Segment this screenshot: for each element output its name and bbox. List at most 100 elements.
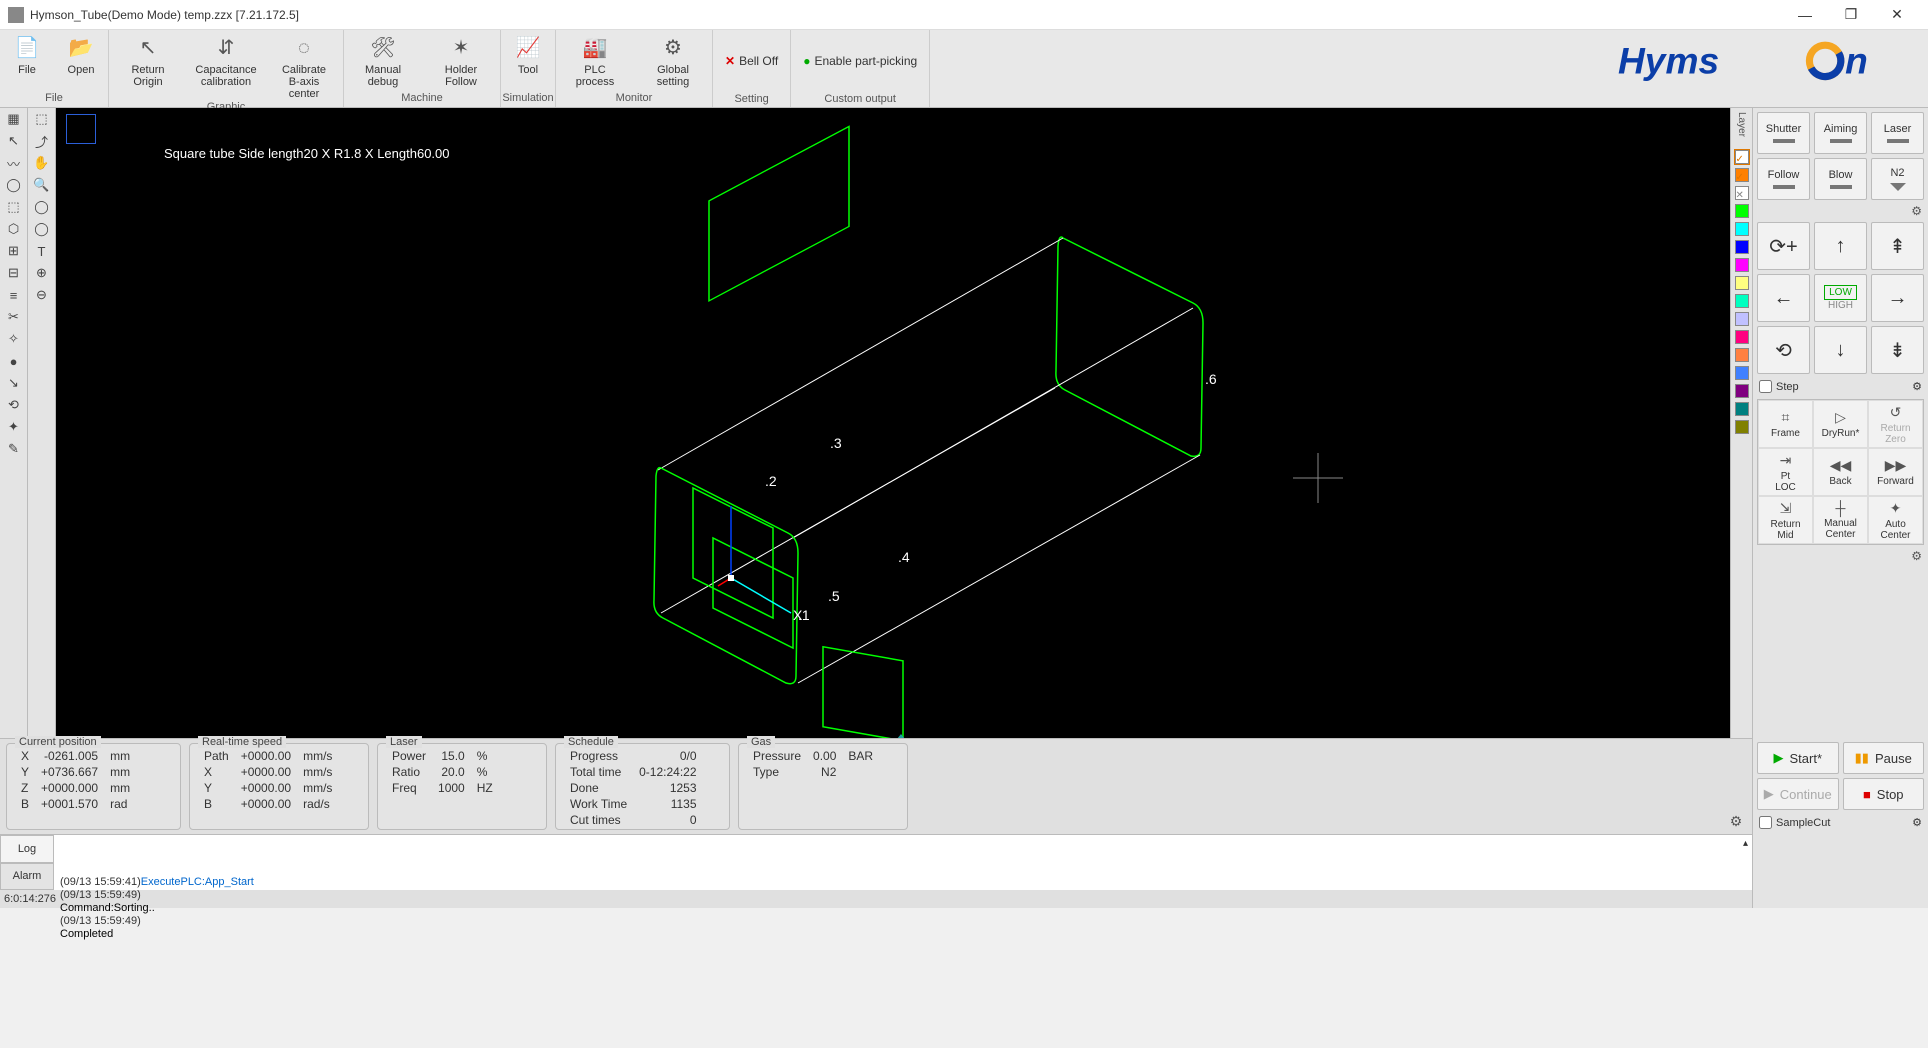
action-button[interactable]: ⌗Frame xyxy=(1758,400,1813,448)
ribbon-button[interactable]: 📂Open xyxy=(54,30,108,91)
tool-button[interactable]: ✎ xyxy=(0,438,27,460)
status-group-title: Laser xyxy=(386,736,422,748)
log-line: (09/13 15:59:49) xyxy=(60,889,1746,902)
ribbon-button[interactable]: 📈Tool xyxy=(501,30,555,91)
tool-button[interactable]: ✂ xyxy=(0,306,27,328)
layer-swatch[interactable] xyxy=(1735,366,1749,380)
tool-button[interactable]: ◯ xyxy=(28,196,55,218)
jog-button[interactable]: ⇟ xyxy=(1871,326,1924,374)
tool-button[interactable]: ↖ xyxy=(0,130,27,152)
continue-button[interactable]: ▶Continue xyxy=(1757,778,1839,810)
jog-button[interactable]: ⟲ xyxy=(1757,326,1810,374)
layer-swatch[interactable] xyxy=(1735,420,1749,434)
tool-button[interactable]: ⬚ xyxy=(0,196,27,218)
status-pill-laser[interactable]: Laser xyxy=(1871,112,1924,154)
samplecut-checkbox[interactable] xyxy=(1759,816,1772,829)
gear-icon[interactable]: ⚙ xyxy=(1912,380,1922,393)
status-pill-blow[interactable]: Blow xyxy=(1814,158,1867,200)
tool-button[interactable]: ⊟ xyxy=(0,262,27,284)
pause-button[interactable]: ▮▮Pause xyxy=(1843,742,1925,774)
action-button[interactable]: ◀◀Back xyxy=(1813,448,1868,496)
layer-swatch[interactable]: ✕ xyxy=(1735,186,1749,200)
layer-swatch[interactable] xyxy=(1735,222,1749,236)
tool-button[interactable]: ⬡ xyxy=(0,218,27,240)
action-button[interactable]: ↺ReturnZero xyxy=(1868,400,1923,448)
ribbon-button[interactable]: ✶HolderFollow xyxy=(422,30,500,91)
tool-button[interactable]: T xyxy=(28,240,55,262)
maximize-button[interactable]: ❐ xyxy=(1828,0,1874,30)
jog-button[interactable]: → xyxy=(1871,274,1924,322)
layer-swatch[interactable] xyxy=(1735,204,1749,218)
tool-button[interactable]: ◯ xyxy=(0,174,27,196)
ribbon-toggle[interactable]: ●Enable part-picking xyxy=(791,30,929,92)
action-button[interactable]: ⇲ReturnMid xyxy=(1758,496,1813,544)
ribbon-button[interactable]: ↖ReturnOrigin xyxy=(109,30,187,100)
tool-button[interactable]: ✧ xyxy=(0,328,27,350)
gear-icon[interactable]: ⚙ xyxy=(1912,816,1922,829)
tool-button[interactable]: ⬚ xyxy=(28,108,55,130)
tool-button[interactable]: ⟲ xyxy=(0,394,27,416)
log-tab-log[interactable]: Log xyxy=(0,835,54,863)
viewport-thumb[interactable] xyxy=(66,114,96,144)
ribbon-button[interactable]: ◌CalibrateB-axiscenter xyxy=(265,30,343,100)
status-pill-shutter[interactable]: Shutter xyxy=(1757,112,1810,154)
tool-button[interactable]: ⊖ xyxy=(28,284,55,306)
jog-button[interactable]: ← xyxy=(1757,274,1810,322)
tool-button[interactable]: ● xyxy=(0,350,27,372)
layer-swatch[interactable]: ✓ xyxy=(1735,168,1749,182)
action-button[interactable]: ┼ManualCenter xyxy=(1813,496,1868,544)
start-button[interactable]: ▶Start* xyxy=(1757,742,1839,774)
stop-button[interactable]: ■Stop xyxy=(1843,778,1925,810)
step-checkbox[interactable] xyxy=(1759,380,1772,393)
tool-button[interactable]: ▦ xyxy=(0,108,27,130)
tool-button[interactable]: ✋ xyxy=(28,152,55,174)
ribbon-toggle[interactable]: ✕Bell Off xyxy=(713,30,790,92)
layer-swatch[interactable] xyxy=(1735,402,1749,416)
ribbon-button[interactable]: 📄File xyxy=(0,30,54,91)
ribbon-button[interactable]: ⚙Globalsetting xyxy=(634,30,712,91)
log-tab-alarm[interactable]: Alarm xyxy=(0,863,54,891)
tool-button[interactable]: 〰 xyxy=(0,152,27,174)
jog-button[interactable]: ↑ xyxy=(1814,222,1867,270)
viewport-splitter-handle[interactable] xyxy=(893,734,909,738)
tool-button[interactable]: ⊞ xyxy=(0,240,27,262)
gear-icon[interactable]: ⚙ xyxy=(1757,204,1924,218)
gear-icon[interactable]: ⚙ xyxy=(1726,743,1746,830)
jog-button[interactable]: ↓ xyxy=(1814,326,1867,374)
tool-button[interactable]: ↘ xyxy=(0,372,27,394)
status-pill-n2[interactable]: N2 xyxy=(1871,158,1924,200)
layer-swatch[interactable] xyxy=(1735,330,1749,344)
status-pill-aiming[interactable]: Aiming xyxy=(1814,112,1867,154)
tool-button[interactable]: 🔍 xyxy=(28,174,55,196)
cad-viewport[interactable]: Square tube Side length20 X R1.8 X Lengt… xyxy=(56,108,1730,738)
layer-swatch[interactable] xyxy=(1735,348,1749,362)
log-scroll-up[interactable]: ▴ xyxy=(1743,837,1748,850)
jog-button[interactable]: ⟳+ xyxy=(1757,222,1810,270)
ribbon-button[interactable]: 🛠Manualdebug xyxy=(344,30,422,91)
layer-swatch[interactable]: ✓ xyxy=(1735,150,1749,164)
ribbon-button[interactable]: ⇵Capacitancecalibration xyxy=(187,30,265,100)
close-button[interactable]: ✕ xyxy=(1874,0,1920,30)
minimize-button[interactable]: — xyxy=(1782,0,1828,30)
tool-button[interactable]: ≡ xyxy=(0,284,27,306)
action-button[interactable]: ▷DryRun* xyxy=(1813,400,1868,448)
layer-swatch[interactable] xyxy=(1735,276,1749,290)
ribbon-button-label: PLCprocess xyxy=(576,64,615,88)
gear-icon[interactable]: ⚙ xyxy=(1757,549,1924,563)
tool-button[interactable]: ⤴ xyxy=(28,130,55,152)
layer-swatch[interactable] xyxy=(1735,240,1749,254)
status-pill-follow[interactable]: Follow xyxy=(1757,158,1810,200)
tool-button[interactable]: ◯ xyxy=(28,218,55,240)
layer-swatch[interactable] xyxy=(1735,312,1749,326)
action-button[interactable]: ✦AutoCenter xyxy=(1868,496,1923,544)
tool-button[interactable]: ⊕ xyxy=(28,262,55,284)
layer-swatch[interactable] xyxy=(1735,384,1749,398)
layer-swatch[interactable] xyxy=(1735,258,1749,272)
ribbon-button[interactable]: 🏭PLCprocess xyxy=(556,30,634,91)
action-button[interactable]: ▶▶Forward xyxy=(1868,448,1923,496)
layer-swatch[interactable] xyxy=(1735,294,1749,308)
tool-button[interactable]: ✦ xyxy=(0,416,27,438)
jog-button[interactable]: LOWHIGH xyxy=(1814,274,1867,322)
jog-button[interactable]: ⇞ xyxy=(1871,222,1924,270)
action-button[interactable]: ⇥PtLOC xyxy=(1758,448,1813,496)
